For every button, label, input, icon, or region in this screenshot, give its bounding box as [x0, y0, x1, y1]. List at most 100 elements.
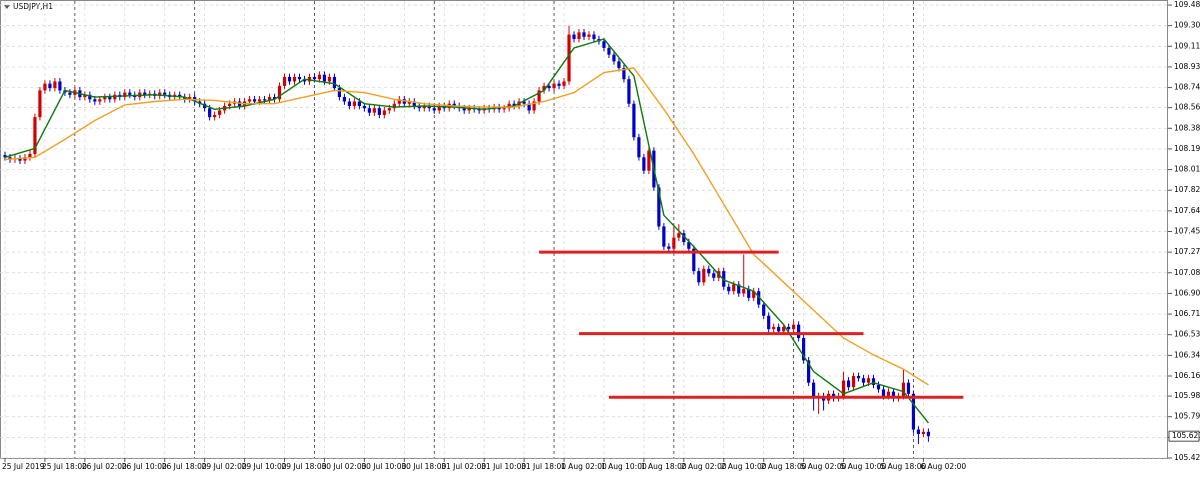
- candle-body: [871, 378, 876, 385]
- candle-body: [772, 326, 776, 330]
- y-tick-label: 109.300: [1174, 21, 1200, 30]
- candle-body: [542, 85, 546, 91]
- candle-body: [572, 34, 576, 40]
- candle-body: [287, 76, 292, 82]
- candle-body: [582, 32, 586, 37]
- candle-body: [906, 382, 911, 394]
- candle-body: [432, 108, 436, 111]
- y-tick-label: 106.900: [1174, 288, 1200, 297]
- y-tick-label: 109.485: [1174, 0, 1200, 9]
- candle-body: [427, 105, 431, 109]
- candle-body: [522, 101, 526, 104]
- x-tick-label: 30 Jul 10:00: [361, 462, 406, 471]
- candle-body: [3, 155, 7, 158]
- candle-body: [322, 74, 327, 82]
- candle-body: [48, 83, 52, 89]
- candle-body: [28, 153, 32, 158]
- candle-body: [88, 94, 92, 100]
- x-tick-label: 30 Jul 18:00: [401, 462, 446, 471]
- x-tick-label: 2 Aug 18:00: [761, 462, 807, 471]
- y-tick-label: 105.425: [1174, 453, 1200, 462]
- candle-body: [103, 97, 107, 100]
- candle-body: [727, 286, 731, 292]
- candle-body: [916, 429, 921, 435]
- candle-body: [38, 90, 42, 118]
- x-tick-label: 5 Aug 02:00: [801, 462, 847, 471]
- candle-body: [317, 74, 322, 80]
- candle-body: [757, 291, 761, 305]
- candle-body: [163, 92, 167, 95]
- y-tick-label: 108.930: [1174, 62, 1200, 71]
- x-tick-label: 5 Aug 18:00: [880, 462, 926, 471]
- x-tick-label: 2 Aug 02:00: [681, 462, 727, 471]
- y-tick-label: 109.115: [1174, 41, 1200, 50]
- candle-body: [18, 158, 22, 161]
- candle-body: [752, 291, 756, 298]
- candle-body: [188, 97, 192, 100]
- candle-body: [282, 76, 287, 86]
- candle-body: [866, 378, 871, 383]
- candle-body: [891, 391, 896, 399]
- x-tick-label: 1 Aug 10:00: [601, 462, 647, 471]
- candle-body: [742, 288, 746, 294]
- plot-frame: [0, 0, 1168, 459]
- candle-body: [587, 34, 591, 37]
- candle-body: [692, 248, 696, 272]
- x-tick-label: 31 Jul 02:00: [441, 462, 486, 471]
- candle-body: [228, 103, 232, 106]
- candle-body: [437, 105, 441, 111]
- candle-body: [807, 360, 811, 383]
- candle-body: [53, 81, 57, 89]
- candle-body: [647, 150, 651, 171]
- candle-body: [148, 93, 152, 95]
- candle-body: [657, 187, 661, 227]
- y-tick-label: 107.825: [1174, 185, 1200, 194]
- candle-body: [23, 157, 27, 161]
- y-tick-label: 107.455: [1174, 227, 1200, 236]
- candle-body: [312, 76, 317, 80]
- candle-body: [218, 110, 222, 115]
- candle-body: [392, 103, 396, 109]
- candle-body: [632, 103, 636, 138]
- candle-body: [792, 324, 796, 330]
- candle-body: [502, 108, 506, 110]
- candle-body: [627, 79, 631, 104]
- candle-body: [851, 375, 856, 388]
- candle-body: [642, 157, 646, 171]
- y-tick-label: 108.195: [1174, 144, 1200, 153]
- candle-body: [667, 246, 671, 249]
- candle-body: [802, 338, 806, 361]
- candle-body: [787, 326, 791, 330]
- x-tick-label: 26 Jul 10:00: [122, 462, 167, 471]
- candle-body: [43, 83, 47, 91]
- candle-body: [856, 375, 861, 379]
- y-tick-label: 107.270: [1174, 247, 1200, 256]
- candle-body: [467, 108, 471, 111]
- y-tick-label: 106.530: [1174, 330, 1200, 339]
- candle-body: [83, 94, 87, 98]
- candle-body: [617, 61, 621, 69]
- y-tick-label: 107.640: [1174, 206, 1200, 215]
- y-tick-label: 108.010: [1174, 165, 1200, 174]
- candle-body: [477, 109, 481, 111]
- candle-body: [402, 99, 406, 104]
- candle-body: [422, 105, 426, 109]
- x-tick-label: 26 Jul 02:00: [82, 462, 127, 471]
- candle-body: [407, 101, 411, 104]
- candle-body: [213, 114, 217, 118]
- candle-body: [247, 99, 252, 102]
- candle-body: [861, 378, 866, 383]
- candle-body: [841, 380, 846, 397]
- candle-body: [901, 382, 906, 397]
- candle-body: [252, 99, 257, 102]
- candle-body: [512, 103, 516, 106]
- candle-body: [697, 271, 701, 283]
- candle-body: [367, 108, 371, 113]
- candle-body: [687, 242, 691, 249]
- x-tick-label: 31 Jul 18:00: [521, 462, 566, 471]
- candle-body: [612, 54, 616, 62]
- candle-body: [277, 85, 282, 100]
- candle-body: [257, 99, 262, 102]
- candle-body: [208, 108, 212, 118]
